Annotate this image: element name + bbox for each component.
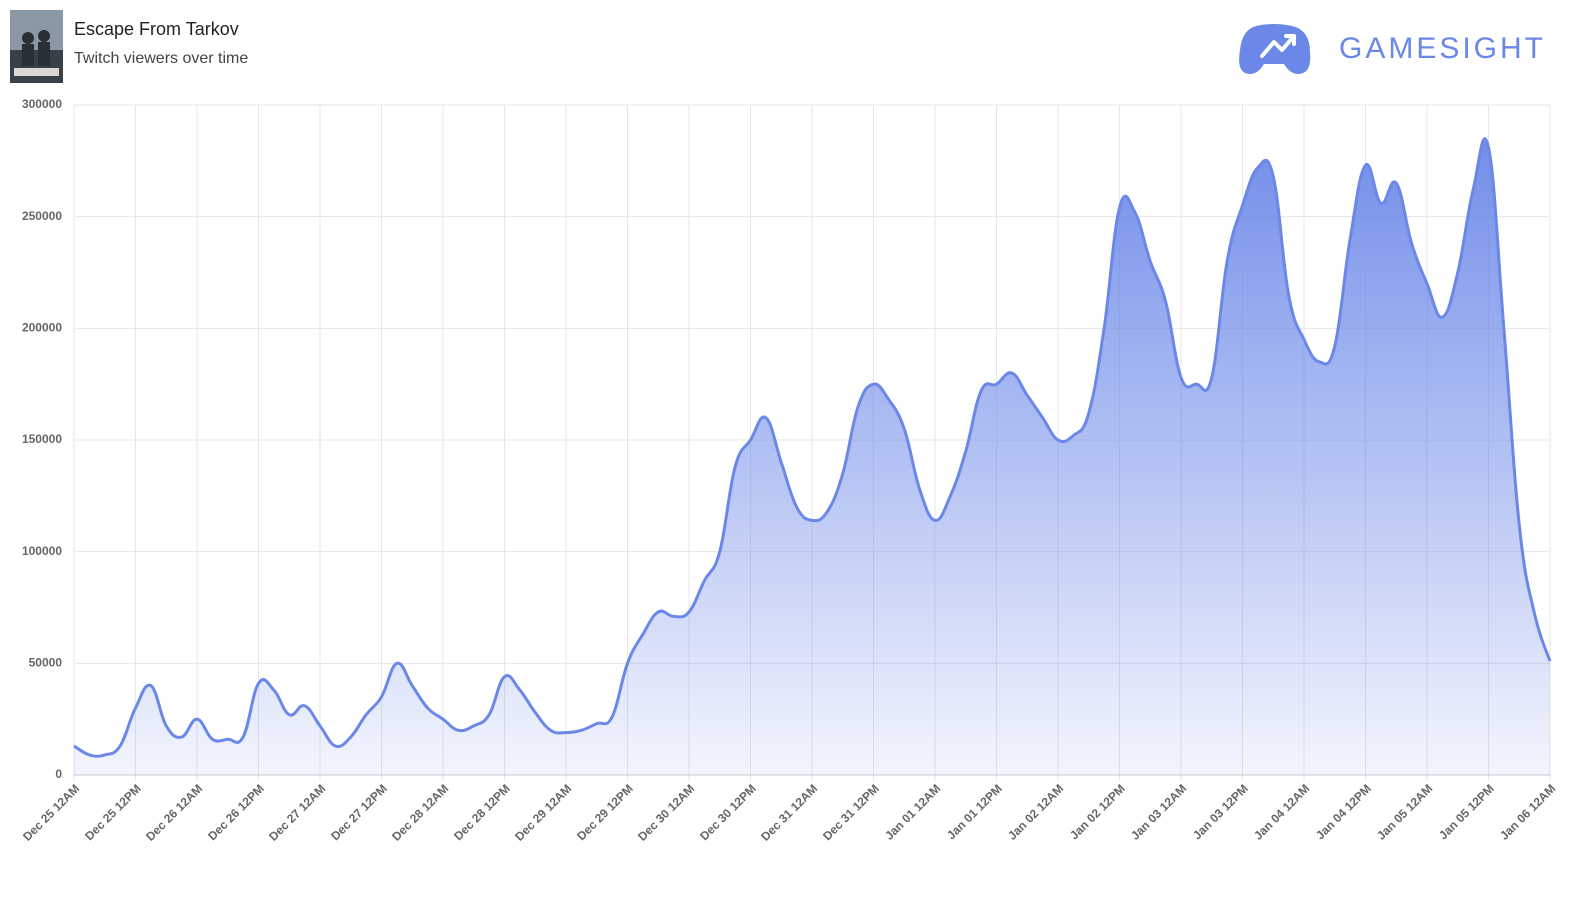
chart-subtitle: Twitch viewers over time [74,50,248,67]
x-tick-label: Dec 28 12PM [451,781,513,843]
x-tick-label: Dec 25 12AM [20,781,82,843]
x-tick-label: Dec 29 12AM [512,781,574,843]
x-tick-label: Dec 26 12AM [143,781,205,843]
y-tick-label: 150000 [22,432,62,446]
logo-icon [1239,24,1311,74]
x-tick-label: Dec 31 12PM [820,781,882,843]
x-tick-label: Dec 31 12AM [758,781,820,843]
x-tick-label: Jan 03 12PM [1190,781,1251,842]
x-tick-label: Jan 06 12AM [1497,781,1558,842]
game-cover [10,10,63,83]
x-tick-label: Dec 25 12PM [82,781,144,843]
x-tick-label: Jan 01 12AM [882,781,943,842]
x-tick-label: Dec 27 12PM [328,781,390,843]
x-tick-label: Jan 01 12PM [944,781,1005,842]
y-tick-label: 300000 [22,97,62,111]
x-tick-label: Jan 02 12PM [1067,781,1128,842]
y-tick-label: 0 [55,767,62,781]
line [73,137,1552,758]
x-tick-label: Dec 30 12AM [635,781,697,843]
x-tick-label: Jan 02 12AM [1005,781,1066,842]
x-tick-label: Dec 26 12PM [205,781,267,843]
x-tick-label: Jan 04 12PM [1313,781,1374,842]
logo-text: GAMESIGHT [1339,32,1546,65]
x-tick-label: Dec 27 12AM [266,781,328,843]
game-title: Escape From Tarkov [74,19,239,39]
x-tick-label: Jan 05 12AM [1374,781,1435,842]
x-tick-label: Dec 29 12PM [574,781,636,843]
x-tick-label: Dec 28 12AM [389,781,451,843]
y-tick-label: 100000 [22,544,62,558]
x-tick-label: Dec 30 12PM [697,781,759,843]
y-tick-label: 200000 [22,321,62,335]
x-tick-label: Jan 03 12AM [1128,781,1189,842]
area [74,138,1550,776]
x-tick-label: Jan 04 12AM [1251,781,1312,842]
x-tick-label: Jan 05 12PM [1436,781,1497,842]
y-tick-label: 50000 [29,656,63,670]
y-tick-label: 250000 [22,209,62,223]
